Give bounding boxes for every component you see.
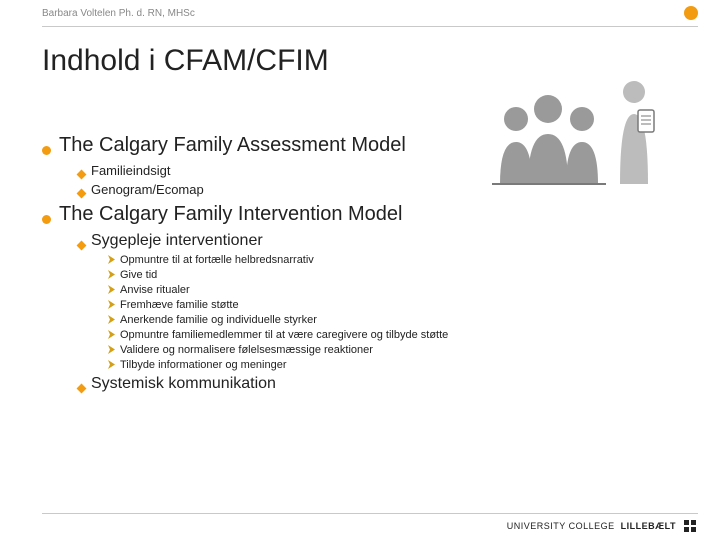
sub-list-item-label: Give tid: [120, 269, 157, 281]
sub-list-item: Opmuntre til at fortælle helbredsnarrati…: [108, 254, 698, 266]
sub-list-item: Anvise ritualer: [108, 284, 698, 296]
slide: Barbara Voltelen Ph. d. RN, MHSc Indhold…: [0, 0, 720, 540]
page-title: Indhold i CFAM/CFIM: [42, 44, 329, 78]
sub-list-item: Tilbyde informationer og meninger: [108, 359, 698, 371]
sub-list-item: Fremhæve familie støtte: [108, 299, 698, 311]
sub-list-item-label: Opmuntre familiemedlemmer til at være ca…: [120, 329, 448, 341]
list-item: Sygepleje interventioner: [78, 232, 698, 250]
arrow-bullet-icon: [108, 315, 116, 324]
diamond-bullet-icon: [77, 384, 87, 394]
sub-list-item: Anerkende familie og individuelle styrke…: [108, 314, 698, 326]
list-item-label: Sygepleje interventioner: [91, 232, 263, 250]
section-label: The Calgary Family Assessment Model: [59, 134, 406, 157]
content-area: The Calgary Family Assessment Model Famil…: [42, 128, 698, 397]
list-item: Genogram/Ecomap: [78, 182, 698, 197]
brand-bold: LILLEBÆLT: [621, 521, 676, 531]
arrow-bullet-icon: [108, 345, 116, 354]
sub-list-item-label: Anerkende familie og individuelle styrke…: [120, 314, 317, 326]
sub-list-item-label: Fremhæve familie støtte: [120, 299, 239, 311]
rule-bottom: [42, 513, 698, 514]
rule-top: [42, 26, 698, 27]
arrow-bullet-icon: [108, 360, 116, 369]
sub-list-item-label: Anvise ritualer: [120, 284, 190, 296]
section-heading: The Calgary Family Assessment Model: [42, 134, 698, 157]
section-label: The Calgary Family Intervention Model: [59, 203, 402, 226]
sub-list-item: Opmuntre familiemedlemmer til at være ca…: [108, 329, 698, 341]
corner-dot-icon: [684, 6, 698, 20]
list-item-label: Systemisk kommunikation: [91, 375, 276, 393]
sub-list-item: Validere og normalisere følelsesmæssige …: [108, 344, 698, 356]
arrow-bullet-icon: [108, 300, 116, 309]
arrow-bullet-icon: [108, 255, 116, 264]
arrow-bullet-icon: [108, 285, 116, 294]
list-item-label: Familieindsigt: [91, 163, 170, 178]
arrow-bullet-icon: [108, 270, 116, 279]
disc-bullet-icon: [42, 146, 51, 155]
list-item: Familieindsigt: [78, 163, 698, 178]
diamond-bullet-icon: [77, 170, 87, 180]
diamond-bullet-icon: [77, 189, 87, 199]
list-item-label: Genogram/Ecomap: [91, 182, 204, 197]
brand-light: UNIVERSITY COLLEGE: [507, 521, 615, 531]
section-heading: The Calgary Family Intervention Model: [42, 203, 698, 226]
disc-bullet-icon: [42, 215, 51, 224]
sub-list-item-label: Tilbyde informationer og meninger: [120, 359, 287, 371]
arrow-bullet-icon: [108, 330, 116, 339]
brand-mark-icon: [682, 518, 698, 534]
list-item: Systemisk kommunikation: [78, 375, 698, 393]
footer-brand: UNIVERSITY COLLEGE LILLEBÆLT: [507, 518, 698, 534]
sub-list-item-label: Validere og normalisere følelsesmæssige …: [120, 344, 373, 356]
sub-list-item: Give tid: [108, 269, 698, 281]
diamond-bullet-icon: [77, 241, 87, 251]
author-name: Barbara Voltelen Ph. d. RN, MHSc: [42, 8, 195, 19]
sub-list-item-label: Opmuntre til at fortælle helbredsnarrati…: [120, 254, 314, 266]
